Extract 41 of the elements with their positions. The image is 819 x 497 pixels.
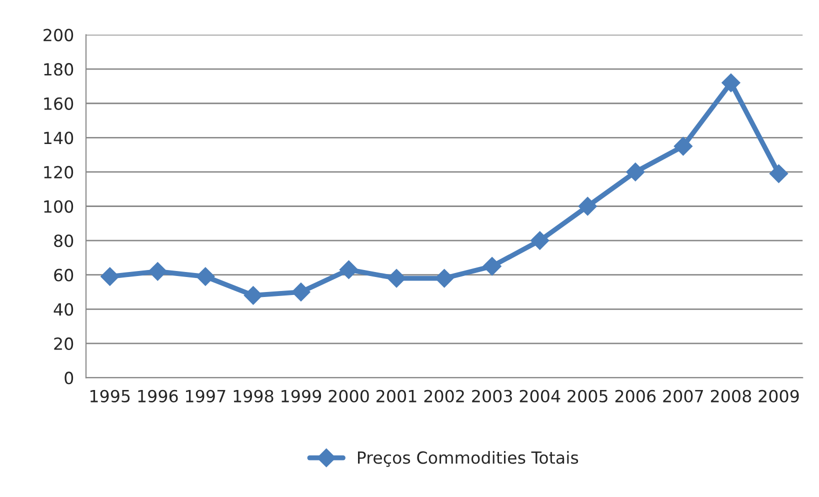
point <box>578 196 597 216</box>
y-tick-label: 80 <box>54 234 74 248</box>
point <box>244 286 263 305</box>
x-tick-label: 2008 <box>710 390 752 402</box>
point <box>530 231 550 250</box>
x-tick-label: 2002 <box>424 390 464 402</box>
y-tick-label: 20 <box>54 337 74 350</box>
point <box>196 267 215 286</box>
point <box>148 262 168 281</box>
y-tick-label: 160 <box>44 97 74 110</box>
x-tick-label: 2001 <box>376 390 416 402</box>
y-tick-label: 140 <box>44 132 74 144</box>
point <box>674 136 693 156</box>
x-tick-label: 1999 <box>282 390 322 402</box>
legend-label: Preços Commodities Totais <box>358 451 578 467</box>
point <box>769 164 788 184</box>
y-tick-label: 40 <box>54 303 74 316</box>
y-tick-label: 0 <box>64 372 74 384</box>
y-tick-label: 100 <box>44 200 74 213</box>
y-tick-label: 120 <box>44 166 74 179</box>
x-tick-label: 1995 <box>90 390 130 402</box>
x-tick-label: 2009 <box>758 390 799 402</box>
y-tick-label: 60 <box>54 268 74 282</box>
point <box>482 256 502 276</box>
point <box>626 162 645 182</box>
y-tick-label: 200 <box>44 28 74 42</box>
point <box>292 282 310 302</box>
point <box>722 73 740 92</box>
x-tick-label: 2004 <box>520 390 560 402</box>
x-tick-label: 2005 <box>568 390 608 402</box>
y-tick-label: 180 <box>44 63 74 76</box>
point <box>339 260 358 280</box>
x-tick-label: 2003 <box>472 390 512 402</box>
x-tick-label: 2006 <box>615 390 656 402</box>
x-tick-label: 1997 <box>186 390 226 402</box>
x-tick-label: 1998 <box>234 390 274 402</box>
x-tick-label: 2007 <box>663 390 703 402</box>
x-tick-label: 1996 <box>138 390 178 402</box>
x-tick-label: 2000 <box>328 390 369 402</box>
point <box>387 268 406 288</box>
point <box>100 267 120 286</box>
